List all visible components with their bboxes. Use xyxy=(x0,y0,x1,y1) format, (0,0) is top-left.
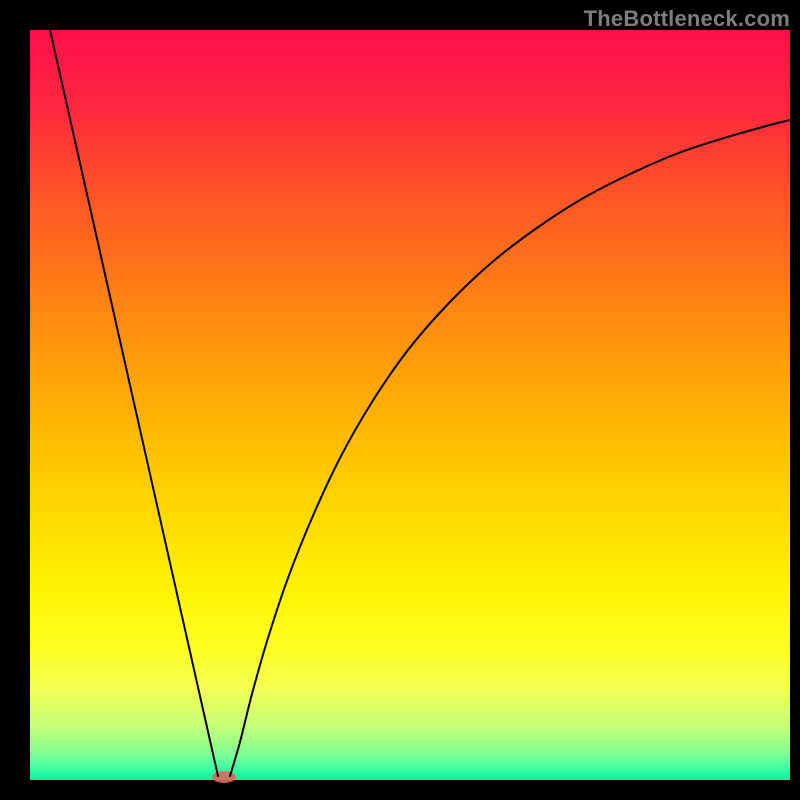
minimum-marker xyxy=(212,771,236,783)
chart-container: { "watermark": { "text": "TheBottleneck.… xyxy=(0,0,800,800)
plot-area xyxy=(30,30,790,783)
gradient-background xyxy=(30,30,790,780)
watermark-text: TheBottleneck.com xyxy=(584,6,790,32)
bottleneck-chart xyxy=(0,0,800,800)
